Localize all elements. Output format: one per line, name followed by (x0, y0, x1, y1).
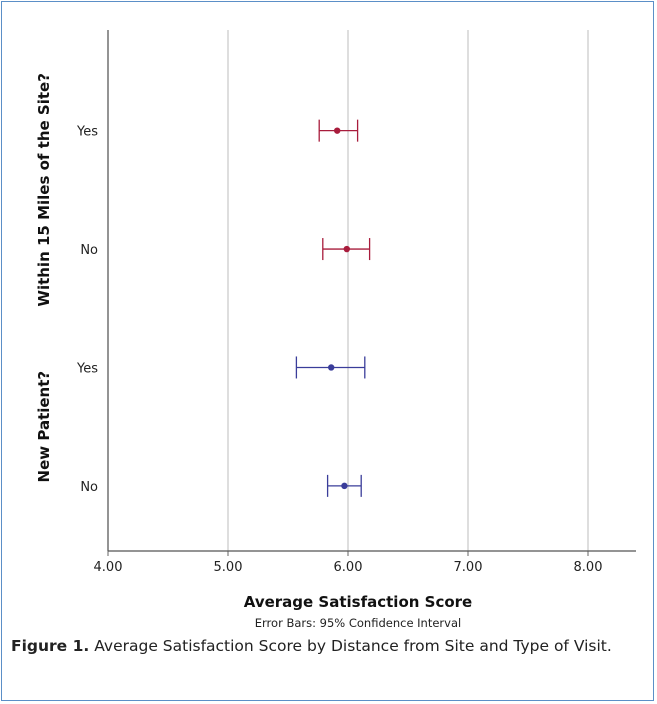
x-axis-label: Average Satisfaction Score (244, 593, 472, 611)
category-label: No (80, 243, 98, 258)
error-bar-chart: 4.00 5.00 6.00 7.00 8.00 Yes No Yes No Within 1… (35, 30, 636, 630)
mean-point (328, 364, 335, 371)
category-label: Yes (76, 361, 98, 376)
gridlines (107, 30, 589, 551)
mean-point (343, 245, 350, 253)
x-tick-label: 4.00 (94, 560, 123, 575)
group-labels: Within 15 Miles of the Site? New Patient? (35, 73, 53, 482)
caption-text: Average Satisfaction Score by Distance f… (94, 637, 612, 655)
x-tick-label: 6.00 (334, 560, 363, 575)
group-label: Within 15 Miles of the Site? (35, 73, 53, 307)
category-labels: Yes No Yes No (76, 125, 98, 495)
category-label: Yes (76, 125, 98, 140)
x-tick-label: 8.00 (574, 560, 603, 575)
axes (107, 30, 636, 556)
x-tick-labels: 4.00 5.00 6.00 7.00 8.00 (94, 560, 603, 575)
x-tick-label: 5.00 (214, 560, 243, 575)
mean-point (341, 482, 348, 490)
group-label: New Patient? (35, 371, 53, 483)
caption-label: Figure 1. (11, 637, 90, 655)
error-bar-note: Error Bars: 95% Confidence Interval (255, 616, 461, 630)
figure-caption: Figure 1. Average Satisfaction Score by … (11, 636, 641, 657)
x-tick-label: 7.00 (454, 560, 483, 575)
mean-point (334, 127, 341, 134)
error-bars (295, 119, 371, 497)
category-label: No (80, 480, 98, 495)
